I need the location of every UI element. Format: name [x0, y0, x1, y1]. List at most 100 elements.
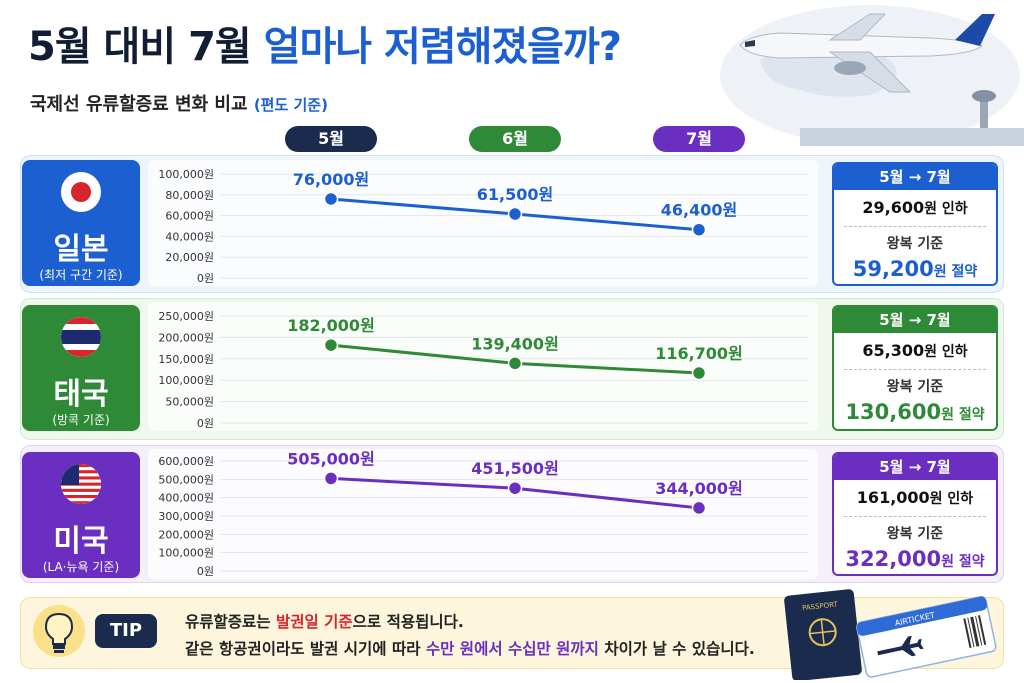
title-part2: 얼마나 저렴해졌을까?: [263, 24, 622, 70]
reduction-suffix: 원 인하: [929, 491, 974, 507]
y-tick-label: 500,000원: [158, 473, 214, 486]
country-box-thailand: 태국 (방콕 기준): [22, 305, 140, 431]
data-point: [507, 480, 523, 496]
round-trip-basis: 왕복 기준: [886, 236, 944, 252]
country-note: (LA·뉴욕 기준): [42, 560, 120, 574]
savings-value: 130,600: [845, 400, 942, 424]
y-tick-label: 400,000원: [158, 492, 214, 505]
plot-background: [148, 449, 818, 579]
data-point: [323, 191, 339, 207]
savings-value: 59,200: [852, 257, 934, 281]
country-box-usa: 미국 (LA·뉴욕 기준): [22, 452, 140, 578]
data-label: 46,400원: [661, 201, 737, 220]
summary-header: 5월 → 7월: [834, 164, 996, 190]
y-tick-label: 300,000원: [158, 510, 214, 523]
reduction-amount: 65,300원 인하: [834, 341, 996, 361]
thailand-flag-icon: [61, 317, 101, 357]
reduction-suffix: 원 인하: [924, 344, 968, 360]
country-box-japan: 일본 (최저 구간 기준): [22, 160, 140, 286]
passport-label: PASSPORT: [802, 600, 839, 612]
y-tick-label: 50,000원: [165, 396, 214, 409]
y-tick-label: 100,000원: [158, 374, 214, 387]
reduction-value: 65,300: [862, 341, 925, 360]
data-label: 451,500원: [471, 459, 559, 478]
data-point: [507, 206, 523, 222]
japan-flag-icon: [61, 172, 101, 212]
data-label: 61,500원: [477, 185, 553, 204]
country-name: 태국: [53, 377, 109, 412]
month-label-july: 7월: [653, 126, 745, 152]
plot-background: [148, 302, 818, 431]
data-point: [323, 337, 339, 353]
tip-text: 차이가 날 수 있습니다.: [598, 640, 755, 658]
summary-header: 5월 → 7월: [834, 454, 996, 480]
thailand-summary-card: 5월 → 7월 65,300원 인하 왕복 기준 130,600원 절약: [832, 305, 998, 431]
round-trip-basis: 왕복 기준: [886, 379, 944, 395]
y-tick-label: 150,000원: [158, 353, 214, 366]
data-label: 344,000원: [655, 479, 743, 498]
airplane-illustration: [720, 5, 1024, 146]
data-point: [691, 222, 707, 237]
tip-line-2: 같은 항공권이라도 발권 시기에 따라 수만 원에서 수십만 원까지 차이가 날…: [185, 637, 755, 659]
y-tick-label: 100,000원: [158, 547, 214, 560]
data-label: 505,000원: [287, 449, 375, 468]
y-tick-label: 20,000원: [165, 251, 214, 264]
y-tick-label: 0원: [197, 565, 214, 578]
y-tick-label: 600,000원: [158, 455, 214, 468]
usa-flag-icon: [61, 464, 101, 504]
tip-line-1: 유류할증료는 발권일 기준으로 적용됩니다.: [185, 610, 464, 632]
lightbulb-icon: [33, 605, 85, 657]
data-point: [691, 365, 707, 381]
tip-highlight: 수만 원에서 수십만 원까지: [425, 640, 599, 658]
data-point: [507, 356, 523, 371]
country-name: 일본: [53, 232, 109, 267]
round-trip-basis: 왕복 기준: [886, 526, 944, 542]
tip-text: 유류할증료는: [185, 613, 276, 631]
reduction-value: 29,600: [862, 198, 925, 217]
summary-header: 5월 → 7월: [834, 307, 996, 333]
reduction-suffix: 원 인하: [924, 201, 968, 217]
tip-text: 같은 항공권이라도 발권 시기에 따라: [185, 640, 426, 658]
data-point: [691, 500, 707, 516]
savings-value: 322,000: [845, 547, 942, 571]
japan-summary-card: 5월 → 7월 29,600원 인하 왕복 기준 59,200원 절약: [832, 162, 998, 286]
y-tick-label: 80,000원: [165, 189, 214, 202]
usa-line-chart: 0원 100,000원 200,000원 300,000원 400,000원 500,00…: [148, 449, 818, 579]
thailand-line-chart: 0원 50,000원 100,000원 150,000원 200,000원 250,000…: [148, 302, 818, 431]
data-label: 139,400원: [471, 334, 559, 353]
y-tick-label: 250,000원: [158, 310, 214, 323]
japan-line-chart: 0원 20,000원 40,000원 60,000원 80,000원 100,000원 76…: [148, 160, 818, 286]
y-tick-label: 0원: [197, 272, 214, 285]
y-tick-label: 0원: [197, 417, 214, 430]
month-label-june: 6월: [469, 126, 561, 152]
plot-background: [148, 160, 818, 286]
y-tick-label: 200,000원: [158, 331, 214, 344]
country-name: 미국: [53, 524, 109, 559]
y-tick-label: 200,000원: [158, 528, 214, 541]
passport-ticket-illustration: PASSPORT AIRTICKET: [784, 589, 997, 680]
data-label: 76,000원: [293, 170, 369, 189]
subtitle-main: 국제선 유류할증료 변화 비교: [30, 94, 248, 115]
divider: [844, 516, 986, 517]
page-title: 5월 대비 7월 얼마나 저렴해졌을까?: [28, 14, 622, 72]
savings-suffix: 원 절약: [941, 407, 985, 423]
country-note: (최저 구간 기준): [39, 268, 123, 282]
page-subtitle: 국제선 유류할증료 변화 비교 (편도 기준): [30, 90, 328, 116]
data-label: 116,700원: [655, 344, 743, 363]
data-label: 182,000원: [287, 316, 375, 335]
y-tick-label: 40,000원: [165, 230, 214, 243]
tip-highlight: 발권일 기준: [275, 613, 353, 631]
reduction-value: 161,000: [856, 488, 930, 507]
title-part1: 5월 대비 7월: [28, 24, 252, 70]
y-tick-label: 60,000원: [165, 210, 214, 223]
savings-amount: 322,000원 절약: [834, 547, 996, 571]
reduction-amount: 29,600원 인하: [834, 198, 996, 218]
tip-badge: TIP: [95, 614, 157, 648]
tip-text: 으로 적용됩니다.: [352, 613, 464, 631]
divider: [844, 369, 986, 370]
data-point: [323, 471, 339, 486]
y-tick-label: 100,000원: [158, 168, 214, 181]
savings-amount: 130,600원 절약: [834, 400, 996, 424]
savings-suffix: 원 절약: [933, 264, 978, 280]
divider: [844, 226, 986, 227]
